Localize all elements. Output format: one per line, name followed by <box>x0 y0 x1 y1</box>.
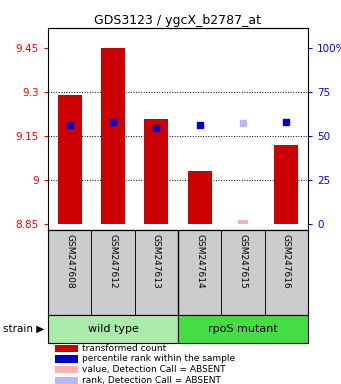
Text: GSM247615: GSM247615 <box>238 234 248 289</box>
Bar <box>275 145 298 224</box>
Bar <box>48 315 178 343</box>
Bar <box>55 345 78 352</box>
Text: wild type: wild type <box>88 324 138 334</box>
Text: transformed count: transformed count <box>82 344 166 353</box>
Text: strain ▶: strain ▶ <box>3 324 45 334</box>
Bar <box>48 230 91 315</box>
Text: rpoS mutant: rpoS mutant <box>208 324 278 334</box>
Bar <box>178 315 308 343</box>
Bar <box>58 95 81 224</box>
Bar <box>91 230 135 315</box>
Bar <box>55 366 78 373</box>
Title: GDS3123 / ygcX_b2787_at: GDS3123 / ygcX_b2787_at <box>94 14 262 27</box>
Bar <box>238 220 248 224</box>
Bar <box>135 230 178 315</box>
Bar <box>55 377 78 384</box>
Text: GSM247608: GSM247608 <box>65 234 74 289</box>
Text: percentile rank within the sample: percentile rank within the sample <box>82 354 235 364</box>
Text: GSM247612: GSM247612 <box>108 234 118 289</box>
Bar <box>188 171 211 224</box>
Bar <box>221 230 265 315</box>
Bar <box>265 230 308 315</box>
Bar <box>101 48 125 224</box>
Text: value, Detection Call = ABSENT: value, Detection Call = ABSENT <box>82 365 225 374</box>
Text: rank, Detection Call = ABSENT: rank, Detection Call = ABSENT <box>82 376 221 384</box>
Bar <box>55 355 78 362</box>
Bar <box>145 119 168 224</box>
Text: GSM247613: GSM247613 <box>152 234 161 289</box>
Text: GSM247616: GSM247616 <box>282 234 291 289</box>
Bar <box>178 230 221 315</box>
Text: GSM247614: GSM247614 <box>195 234 204 289</box>
